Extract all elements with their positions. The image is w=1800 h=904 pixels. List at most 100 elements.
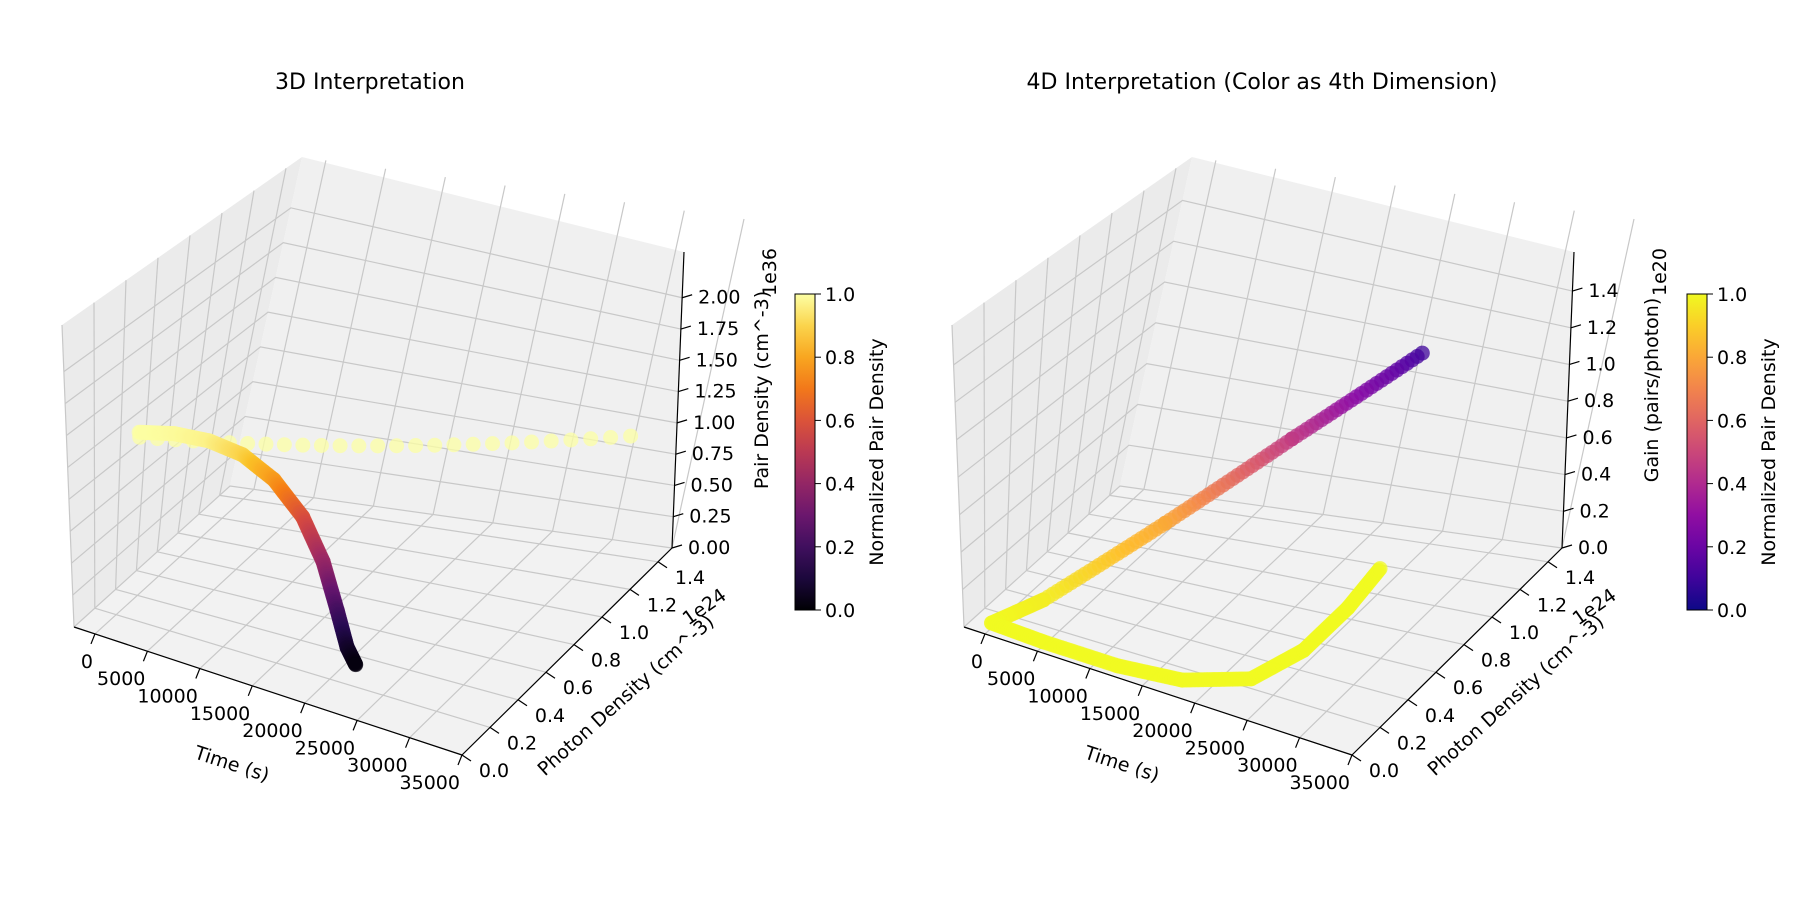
y-tick-label: 0.0 (1369, 760, 1399, 782)
z-gridline (957, 322, 1569, 478)
z-axis-label: Pair Density (cm^-3) (751, 291, 773, 489)
x-tick (1032, 650, 1038, 662)
z-offset-label: 1e20 (1649, 248, 1671, 296)
x-tick-label: 20000 (1132, 720, 1192, 742)
x-tick-label: 30000 (1237, 755, 1297, 777)
x-tick (142, 650, 148, 662)
x-tick-label: 20000 (242, 720, 302, 742)
colorbar-tick-label: 1.0 (1717, 284, 1747, 306)
z-gridline (956, 281, 1570, 441)
x-gridline (372, 176, 446, 507)
z-tick-label: 0.0 (1578, 537, 1608, 559)
y-gridline (93, 302, 96, 609)
y-tick (601, 616, 612, 624)
z-tick (1566, 434, 1577, 439)
trajectory-point (446, 437, 462, 453)
trajectory-point (389, 438, 405, 454)
x-gridline (1501, 210, 1575, 540)
y-tick-label: 1.0 (1509, 622, 1539, 644)
z-tick-label: 1.2 (1587, 317, 1617, 339)
colorbar (1686, 293, 1708, 611)
x-gridline (409, 539, 613, 739)
x-tick (300, 702, 306, 714)
y-gridline (198, 190, 255, 515)
z-tick (1563, 507, 1574, 512)
y-tick (545, 671, 556, 679)
y-axis-line (1351, 547, 1563, 756)
trajectory-point (332, 438, 348, 454)
x-gridline (304, 522, 494, 704)
y-tick-label: 0.6 (563, 677, 593, 699)
colorbar-tick-label: 0.8 (1717, 347, 1747, 369)
y-axis-line (461, 547, 673, 756)
x-axis-label: Time (s) (1081, 742, 1162, 787)
z-tick (680, 325, 692, 330)
y-gridline (115, 280, 127, 590)
y-tick (461, 754, 472, 762)
x-tick (1242, 720, 1248, 731)
x-gridline (253, 160, 327, 490)
trajectory-point (543, 433, 559, 449)
trajectory-point (408, 438, 424, 454)
y-gridline (61, 324, 75, 628)
z-tick (671, 544, 683, 549)
x-tick-label: 35000 (1290, 772, 1350, 794)
x-tick (1085, 668, 1091, 679)
y-tick-label: 1.4 (1565, 567, 1595, 589)
x-gridline (1141, 514, 1324, 687)
colorbar-tick-label: 0.4 (1717, 474, 1747, 496)
x-tick (247, 685, 253, 697)
trajectory-point (427, 437, 443, 453)
y-tick-label: 1.0 (619, 622, 649, 644)
x-tick-label: 0 (971, 651, 983, 673)
x-gridline (1441, 202, 1516, 532)
y-gridline (115, 588, 519, 701)
z-tick-label: 0.4 (1581, 464, 1611, 486)
left-pane (62, 157, 302, 627)
z-tick-label: 1.50 (696, 349, 738, 371)
x-tick-label: 15000 (1080, 703, 1140, 725)
trajectory-point (465, 436, 481, 452)
z-tick-label: 0.50 (691, 474, 733, 496)
y-tick (1519, 588, 1530, 596)
z-tick-label: 1.4 (1588, 280, 1618, 302)
trajectory-point (276, 437, 292, 453)
colorbar (794, 293, 816, 611)
y-tick-label: 0.0 (479, 760, 509, 782)
trajectory-point (370, 438, 386, 454)
y-tick-label: 0.6 (1453, 677, 1483, 699)
x-tick (352, 720, 358, 731)
z-gridline (962, 444, 1564, 591)
z-tick-label: 0.00 (688, 537, 730, 559)
colorbar-tick-label: 0.0 (825, 600, 855, 622)
y-tick (1435, 671, 1446, 679)
y-tick-label: 1.2 (1537, 594, 1567, 616)
x-tick (1137, 685, 1143, 697)
z-tick (1569, 360, 1580, 366)
x-gridline (94, 488, 255, 635)
y-gridline (157, 551, 575, 646)
z-gridline (68, 346, 678, 500)
z-tick-label: 1.75 (697, 318, 739, 340)
y-gridline (156, 235, 191, 552)
z-gridline (954, 240, 1572, 403)
z-tick (679, 356, 690, 361)
y-gridline (951, 324, 965, 628)
x-gridline (551, 202, 626, 532)
x-tick-label: 10000 (1027, 686, 1087, 708)
x-axis-line (963, 626, 1353, 756)
x-gridline (432, 185, 506, 515)
y-tick-label: 0.4 (1425, 705, 1455, 727)
trajectory-point (1372, 561, 1388, 577)
y-tick (1407, 699, 1418, 707)
z-tick (681, 294, 693, 299)
x-tick (457, 754, 463, 766)
x-tick (1347, 754, 1353, 766)
z-tick (1570, 324, 1582, 329)
y-gridline (135, 257, 159, 571)
z-gridline (66, 276, 680, 436)
y-tick (1379, 726, 1390, 734)
